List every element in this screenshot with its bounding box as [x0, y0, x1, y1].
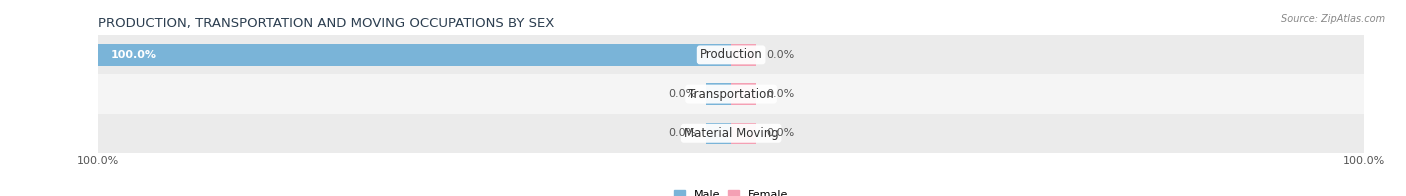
Bar — [98, 44, 731, 66]
Bar — [98, 114, 1364, 153]
Bar — [731, 122, 756, 144]
Legend: Male, Female: Male, Female — [675, 190, 787, 196]
Text: Material Moving: Material Moving — [683, 127, 779, 140]
Text: 0.0%: 0.0% — [668, 128, 696, 138]
Bar — [706, 122, 731, 144]
Bar — [731, 44, 756, 66]
Bar — [706, 83, 731, 105]
Text: 100.0%: 100.0% — [111, 50, 157, 60]
Text: 0.0%: 0.0% — [766, 128, 794, 138]
Text: Production: Production — [700, 48, 762, 61]
Bar — [98, 74, 1364, 114]
Text: Transportation: Transportation — [689, 88, 773, 101]
Text: PRODUCTION, TRANSPORTATION AND MOVING OCCUPATIONS BY SEX: PRODUCTION, TRANSPORTATION AND MOVING OC… — [98, 17, 555, 30]
Text: 0.0%: 0.0% — [766, 50, 794, 60]
Text: 0.0%: 0.0% — [668, 89, 696, 99]
Text: 0.0%: 0.0% — [766, 89, 794, 99]
Bar — [731, 83, 756, 105]
Bar — [98, 35, 1364, 74]
Text: Source: ZipAtlas.com: Source: ZipAtlas.com — [1281, 14, 1385, 24]
